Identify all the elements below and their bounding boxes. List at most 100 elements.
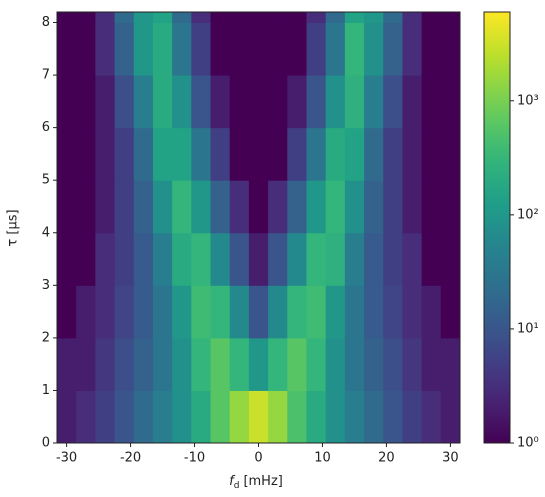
heat-cell xyxy=(268,180,288,234)
heat-cell xyxy=(57,22,77,76)
heat-cell xyxy=(210,390,231,444)
heat-cell xyxy=(306,180,327,234)
heat-cell xyxy=(364,232,384,286)
heat-cell xyxy=(152,285,173,339)
heat-cell xyxy=(248,232,269,286)
heat-cell xyxy=(152,337,173,391)
heat-cell xyxy=(344,22,365,76)
heat-cell xyxy=(421,75,442,129)
y-tick-label: 8 xyxy=(42,15,50,30)
colorbar-tick-label: 10³ xyxy=(517,93,539,108)
x-tick-label: -30 xyxy=(56,451,77,466)
heat-cell xyxy=(191,390,212,444)
heat-cell xyxy=(57,337,77,391)
heat-cell xyxy=(172,232,192,286)
heat-cell xyxy=(229,285,250,339)
heat-cell xyxy=(364,285,384,339)
heat-cell xyxy=(306,285,327,339)
heat-cell xyxy=(76,12,96,24)
heat-cell xyxy=(421,232,442,286)
heat-cell xyxy=(268,127,288,181)
heat-cell xyxy=(191,180,212,234)
heat-cell xyxy=(95,12,116,24)
x-label-symbol: f xyxy=(229,474,236,489)
heat-cell xyxy=(76,285,96,339)
x-tick-label: 30 xyxy=(442,451,459,466)
heat-cell xyxy=(268,232,288,286)
heat-cell xyxy=(364,337,384,391)
heat-cell xyxy=(57,75,77,129)
x-axis-label: fd [mHz] xyxy=(229,474,283,491)
heat-cell xyxy=(114,180,135,234)
heat-cell xyxy=(210,22,231,76)
heat-cell xyxy=(364,390,384,444)
heat-cell xyxy=(440,127,461,181)
heat-cell xyxy=(402,75,423,129)
heat-cell xyxy=(287,127,307,181)
heat-cell xyxy=(306,232,327,286)
colorbar-tick-label: 10² xyxy=(517,207,539,222)
heat-cell xyxy=(95,285,116,339)
heat-cell xyxy=(306,75,327,129)
heat-cell xyxy=(344,285,365,339)
y-tick-label: 2 xyxy=(42,330,50,345)
y-tick-label: 7 xyxy=(42,68,50,83)
heat-cell xyxy=(421,390,442,444)
heat-cell xyxy=(57,12,77,24)
heat-cell xyxy=(152,180,173,234)
heat-cell xyxy=(402,337,423,391)
heat-cell xyxy=(383,180,403,234)
heat-cell xyxy=(402,22,423,76)
heat-cell xyxy=(152,22,173,76)
heat-cell xyxy=(364,75,384,129)
heat-cell xyxy=(248,127,269,181)
heat-cell xyxy=(191,285,212,339)
heat-cell xyxy=(152,127,173,181)
heat-cell xyxy=(229,75,250,129)
heat-cell xyxy=(95,232,116,286)
heat-cell xyxy=(440,75,461,129)
heat-cell xyxy=(325,22,346,76)
heat-cell xyxy=(268,285,288,339)
heat-cell xyxy=(383,75,403,129)
heat-cell xyxy=(325,75,346,129)
heat-cell xyxy=(344,127,365,181)
heat-cell xyxy=(364,22,384,76)
heat-cell xyxy=(229,22,250,76)
heat-cell xyxy=(172,285,192,339)
heat-cell xyxy=(172,390,192,444)
x-label-subscript: d xyxy=(234,481,240,491)
y-tick-label: 3 xyxy=(42,278,50,293)
colorbar xyxy=(483,11,511,444)
heat-cell xyxy=(114,232,135,286)
heat-cell xyxy=(95,75,116,129)
heat-cell xyxy=(172,75,192,129)
heat-cell xyxy=(248,390,269,444)
heat-cell xyxy=(344,180,365,234)
heat-cell xyxy=(402,127,423,181)
heat-cell xyxy=(114,285,135,339)
heat-cell xyxy=(402,285,423,339)
heat-cell xyxy=(325,285,346,339)
heat-cell xyxy=(114,337,135,391)
heat-cell xyxy=(344,337,365,391)
heat-cell xyxy=(133,390,154,444)
heat-cell xyxy=(440,232,461,286)
x-tick-label: -20 xyxy=(120,451,141,466)
heat-cell xyxy=(421,337,442,391)
heat-cell xyxy=(133,22,154,76)
heat-cell xyxy=(95,180,116,234)
heat-cell xyxy=(133,127,154,181)
heat-cell xyxy=(152,75,173,129)
heat-cell xyxy=(191,12,212,24)
heat-cell xyxy=(268,390,288,444)
heat-cell xyxy=(57,127,77,181)
heat-cell xyxy=(95,337,116,391)
heat-cell xyxy=(76,337,96,391)
heat-cell xyxy=(440,22,461,76)
y-tick-label: 6 xyxy=(42,120,50,135)
heat-cell xyxy=(210,12,231,24)
heat-cell xyxy=(57,390,77,444)
heat-cell xyxy=(383,390,403,444)
